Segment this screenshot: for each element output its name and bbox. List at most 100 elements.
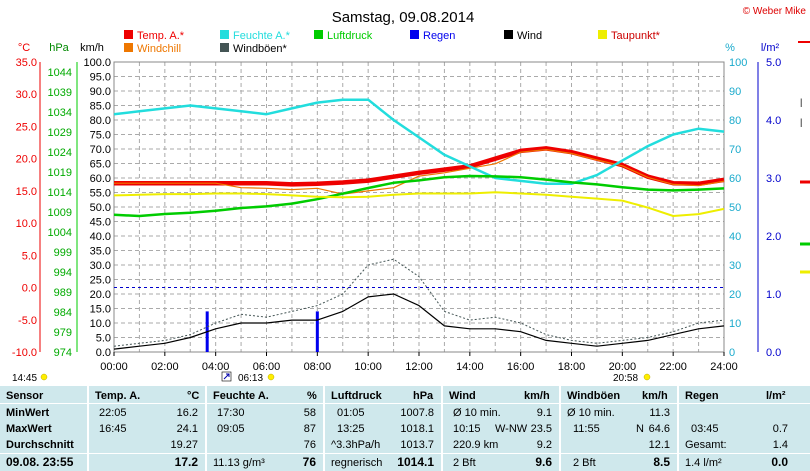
legend-label: Wind: [517, 30, 542, 42]
wind-tick-label: 95.0: [90, 72, 111, 84]
wind-tick-label: 60.0: [90, 173, 111, 185]
pressure-header: Luftdruck: [331, 390, 382, 402]
humidity-tick-label: 30: [729, 260, 741, 272]
temp-min-time: 22:05: [99, 407, 127, 419]
chart-title: Samstag, 09.08.2014: [332, 9, 475, 26]
temp-max-value: 24.1: [176, 423, 198, 435]
rain-unit: l/m²: [766, 390, 786, 402]
wind-tick-label: 70.0: [90, 144, 111, 156]
legend-swatch: [124, 43, 133, 52]
x-axis: 00:00 02:00 04:00 06:00 08:00 10:00 12:00 14:00…: [100, 352, 738, 373]
temp-max-time: 16:45: [99, 423, 127, 435]
wind-max-direction: W-NW: [495, 423, 528, 435]
humidity-tick-label: 70: [729, 144, 741, 156]
pressure-max-value: 1018.1: [400, 423, 434, 435]
humidity-tick-label: 20: [729, 289, 741, 301]
row-label-sensor: Sensor: [6, 390, 44, 402]
chart-legend: Temp. A.* Feuchte A.* Luftdruck Regen Wind Ta…: [124, 30, 661, 55]
wind-beaufort-label: 2 Bft: [453, 457, 476, 469]
wind-tick-label: 10.0: [90, 318, 111, 330]
pressure-tick-label: 979: [54, 327, 72, 339]
sunrise-text: 06:13: [238, 373, 263, 384]
wind-max-value: 23.5: [530, 423, 552, 435]
pressure-tick-label: 1004: [48, 227, 72, 239]
x-tick-label: 24:00: [710, 361, 738, 373]
summary-table: Sensor MinWert MaxWert Durchschnitt 09.0…: [0, 386, 810, 471]
pressure-tick-label: 1024: [48, 147, 72, 159]
series-line: [113, 98, 725, 186]
temp-tick-label: 20.0: [16, 154, 37, 166]
sun-icon: [40, 373, 48, 381]
x-tick-label: 02:00: [151, 361, 179, 373]
temp-tick-label: 15.0: [16, 186, 37, 198]
series-line: [113, 191, 725, 217]
x-tick-label: 22:00: [659, 361, 687, 373]
legend-swatch: [220, 30, 229, 39]
legend-swatch: [504, 30, 513, 39]
rain-total-value: 1.4: [772, 439, 788, 451]
rain-header: Regen: [685, 390, 719, 402]
temp-tick-label: 30.0: [16, 89, 37, 101]
horizontal-gridlines: [114, 76, 724, 338]
rain-bars: [205, 311, 319, 352]
pressure-now-value: 1014.1: [397, 455, 434, 469]
sunrise-sun-icon: [267, 373, 275, 381]
row-label-now: 09.08. 23:55: [6, 455, 74, 469]
vertical-gridlines: [138, 62, 700, 352]
pressure-tick-label: 989: [54, 287, 72, 299]
temp-now-value: 17.2: [174, 455, 198, 469]
wind-now-value: 9.6: [535, 455, 552, 469]
x-tick-label: 04:00: [202, 361, 230, 373]
wind-tick-label: 15.0: [90, 304, 111, 316]
temp-tick-label: 0.0: [22, 283, 37, 295]
gusts-max-value: 64.6: [648, 423, 670, 435]
humidity-max-time: 09:05: [217, 423, 245, 435]
rain-tick-label: 1.0: [766, 289, 781, 301]
humidity-tick-label: 40: [729, 231, 741, 243]
rain-tick-label: 0.0: [766, 347, 781, 359]
sunset-text: 20:58: [613, 373, 638, 384]
humidity-tick-label: 80: [729, 115, 741, 127]
pressure-tick-label: 1039: [48, 87, 72, 99]
wind-tick-label: 55.0: [90, 188, 111, 200]
humidity-tick-label: 0: [729, 347, 735, 359]
rain-tick-label: 5.0: [766, 57, 781, 69]
pressure-min-time: 01:05: [337, 407, 365, 419]
pressure-tick-label: 999: [54, 247, 72, 259]
temp-tick-label: -5.0: [18, 315, 37, 327]
legend-swatch: [220, 43, 229, 52]
data-series: [113, 98, 725, 350]
legend-label: Taupunkt*: [611, 30, 661, 42]
wind-tick-label: 80.0: [90, 115, 111, 127]
wind-tick-label: 45.0: [90, 217, 111, 229]
wind-min-value: 9.1: [536, 407, 552, 419]
series-line: [114, 149, 725, 195]
pressure-tick-label: 1014: [48, 187, 72, 199]
gusts-min-label: Ø 10 min.: [567, 407, 615, 419]
wind-tick-label: 65.0: [90, 159, 111, 171]
pressure-unit: hPa: [413, 390, 434, 402]
temp-tick-label: 25.0: [16, 121, 37, 133]
right-edge-fragment: | |: [798, 41, 810, 274]
x-tick-label: 00:00: [100, 361, 128, 373]
rain-max-value: 0.7: [772, 423, 788, 435]
pressure-tick-label: 1019: [48, 167, 72, 179]
humidity-max-value: 87: [303, 423, 316, 435]
sunrise-arrow-glyph: [223, 373, 230, 380]
gusts-beaufort-label: 2 Bft: [573, 457, 596, 469]
svg-text:|: |: [800, 117, 802, 127]
sun-markers: 14:45 06:13 20:58: [12, 371, 651, 384]
pressure-tick-label: 994: [54, 267, 72, 279]
humidity-tick-label: 50: [729, 202, 741, 214]
wind-distance-label: 220.9 km: [453, 439, 499, 451]
legend-swatch: [410, 30, 419, 39]
row-label-avg: Durchschnitt: [6, 439, 74, 451]
wind-max-time: 10:15: [453, 423, 481, 435]
temp-axis-title: °C: [18, 42, 30, 54]
humidity-min-value: 58: [303, 407, 316, 419]
rain-bar: [315, 311, 319, 352]
humidity-unit: %: [307, 390, 317, 402]
temp-min-value: 16.2: [176, 407, 198, 419]
series-line: [113, 174, 725, 218]
wind-tick-label: 90.0: [90, 86, 111, 98]
